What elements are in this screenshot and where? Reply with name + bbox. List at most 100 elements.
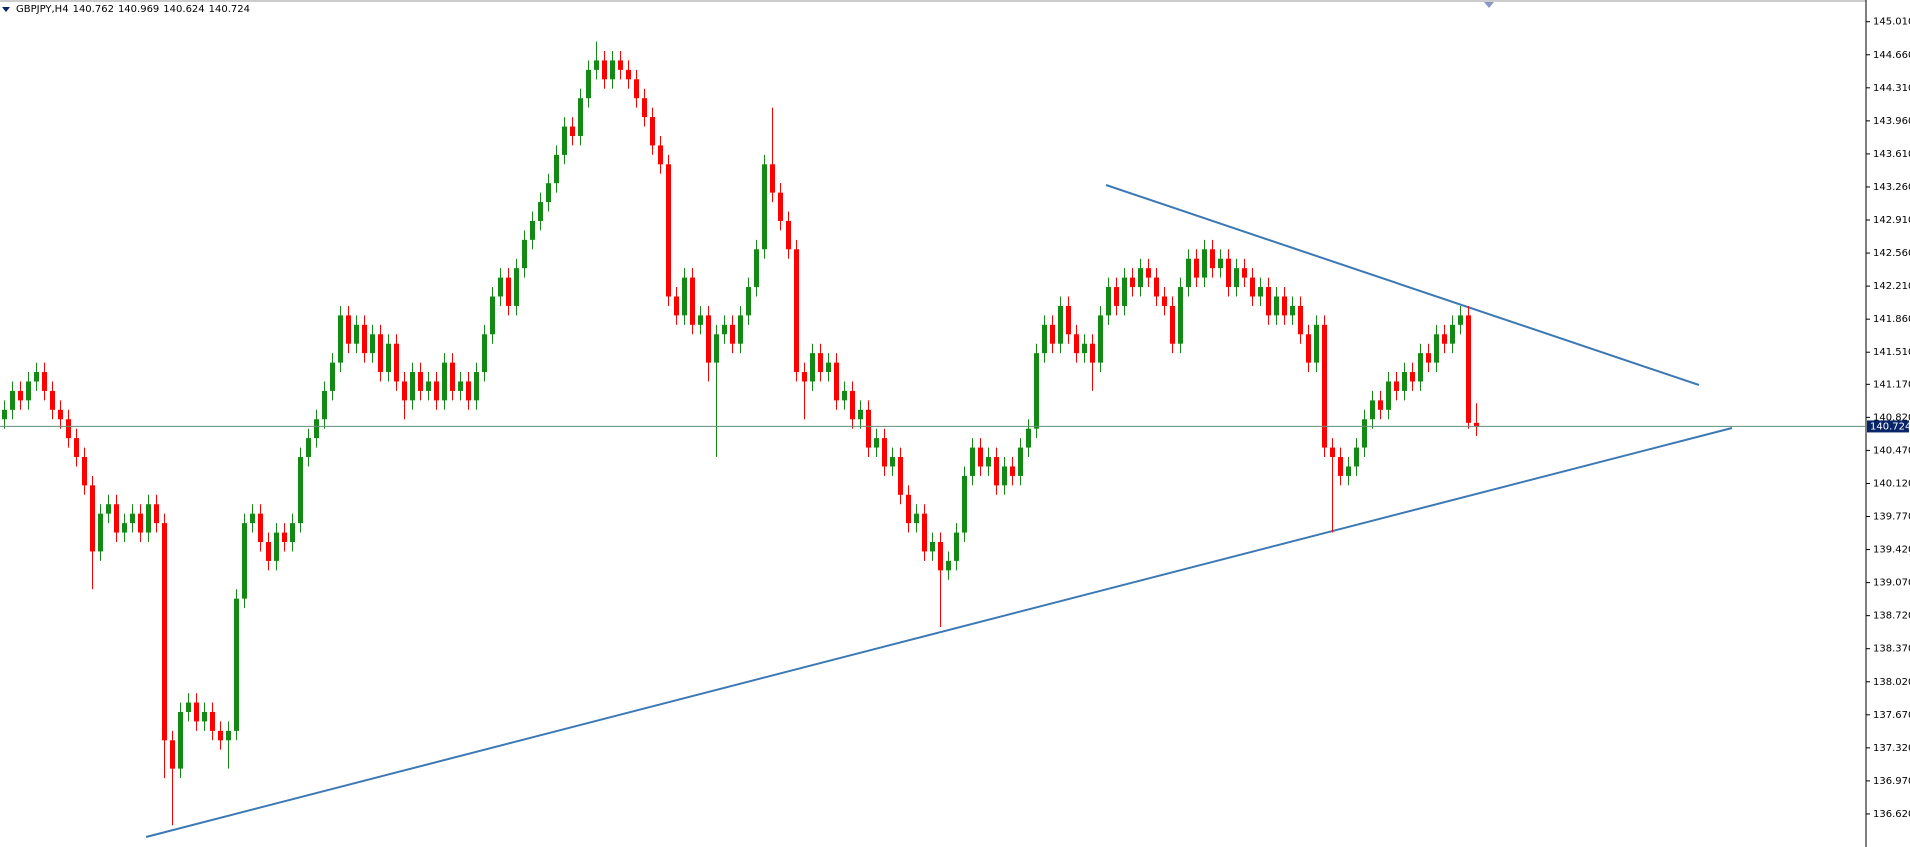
candle-body	[1050, 324, 1055, 344]
candle-body	[74, 438, 79, 458]
header-low: 140.624	[163, 4, 205, 15]
y-tick-label: 139.770	[1873, 512, 1910, 523]
candle-body	[1314, 324, 1319, 363]
candle-body	[858, 409, 863, 420]
candle-body	[34, 372, 39, 382]
candle-body	[842, 390, 847, 401]
symbol-title: GBPJPY,H4	[16, 4, 69, 15]
candle-body	[882, 438, 887, 467]
candle-body	[106, 504, 111, 514]
candle-body	[746, 287, 751, 316]
y-tick-label: 141.860	[1873, 314, 1910, 325]
candle-body	[114, 504, 119, 533]
candle-body	[810, 353, 815, 382]
candle-body	[1234, 268, 1239, 288]
candle-body	[714, 334, 719, 363]
candle-body	[274, 532, 279, 561]
candle-body	[482, 334, 487, 373]
candle-body	[642, 98, 647, 118]
y-tick-label: 136.620	[1873, 809, 1910, 820]
candle-body	[930, 542, 935, 552]
candle-body	[122, 523, 127, 533]
candle-body	[58, 409, 63, 420]
candle-body	[594, 60, 599, 70]
candle-body	[18, 390, 23, 401]
candle-body	[1410, 372, 1415, 382]
candle-body	[1402, 372, 1407, 391]
candle-body	[138, 513, 143, 533]
candle-body	[226, 730, 231, 741]
y-tick-label: 139.070	[1873, 578, 1910, 589]
candle-body	[946, 560, 951, 571]
candle-body	[890, 457, 895, 467]
candle-body	[330, 362, 335, 391]
y-tick-label: 145.010	[1873, 17, 1910, 28]
y-tick-label: 137.320	[1873, 743, 1910, 754]
candle-body	[1474, 422, 1479, 427]
candle-body	[1418, 353, 1423, 382]
candle-body	[1154, 277, 1159, 297]
candle-body	[162, 523, 167, 741]
candle-body	[1274, 296, 1279, 316]
price-box-label: 140.724	[1870, 421, 1910, 432]
candle-body	[178, 711, 183, 769]
candle-body	[354, 324, 359, 344]
header-close: 140.724	[208, 4, 251, 15]
candle-body	[98, 513, 103, 552]
candle-body	[1378, 400, 1383, 410]
header-icon	[2, 7, 10, 12]
y-tick-label: 139.420	[1873, 545, 1910, 556]
candle-body	[1394, 381, 1399, 391]
candle-body	[658, 145, 663, 165]
candle-body	[1258, 287, 1263, 297]
candle-body	[570, 126, 575, 136]
candle-body	[1306, 334, 1311, 363]
candle-body	[2, 409, 7, 420]
candle-body	[1202, 249, 1207, 278]
candle-body	[866, 409, 871, 448]
candle-body	[626, 69, 631, 80]
price-box	[1867, 420, 1909, 433]
candle-body	[1122, 277, 1127, 306]
candle-body	[194, 702, 199, 722]
candle-body	[1130, 277, 1135, 288]
candle-body	[634, 79, 639, 99]
candle-body	[1026, 428, 1031, 448]
candle-body	[282, 532, 287, 543]
candle-body	[1362, 419, 1367, 448]
chart-header: GBPJPY,H4 140.762 140.969 140.624 140.72…	[2, 4, 250, 15]
candle-body	[1074, 334, 1079, 354]
candle-body	[90, 485, 95, 552]
candle-body	[1098, 315, 1103, 363]
candle-body	[1114, 287, 1119, 306]
candle-body	[826, 362, 831, 373]
candle-body	[1242, 268, 1247, 278]
candle-body	[234, 598, 239, 731]
y-tick-label: 137.670	[1873, 710, 1910, 721]
candle-body	[1290, 305, 1295, 316]
candle-body	[1330, 447, 1335, 458]
candle-body	[1354, 447, 1359, 467]
candle-body	[466, 381, 471, 401]
resistance-trendline	[1105, 184, 1700, 386]
candle-body	[402, 381, 407, 401]
y-tick-label: 140.470	[1873, 445, 1910, 456]
candle-body	[1018, 447, 1023, 476]
candle-body	[1178, 287, 1183, 344]
candle-body	[266, 542, 271, 561]
y-tick-label: 143.260	[1873, 182, 1910, 193]
candle-body	[522, 239, 527, 269]
candle-body	[954, 532, 959, 561]
candle-body	[1282, 296, 1287, 316]
candle-body	[1298, 305, 1303, 335]
candle-body	[538, 202, 543, 221]
y-tick-label: 144.310	[1873, 83, 1910, 94]
candle-body	[1090, 343, 1095, 363]
candle-body	[1466, 315, 1471, 423]
y-tick-label: 142.910	[1873, 215, 1910, 226]
candle-body	[850, 390, 855, 420]
candle-body	[1458, 315, 1463, 325]
candle-body	[450, 362, 455, 391]
